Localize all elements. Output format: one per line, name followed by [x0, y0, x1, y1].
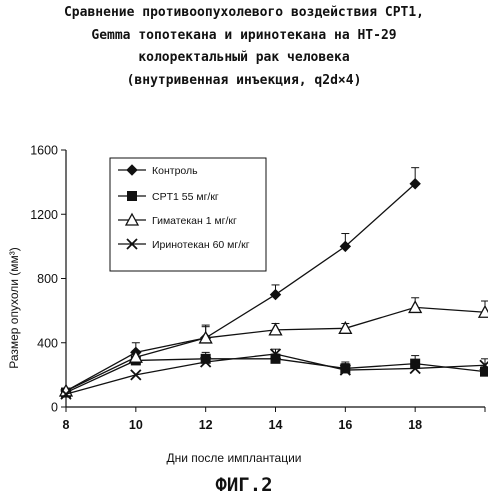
series-1	[60, 167, 421, 397]
y-axis-label: Размер опухоли (мм³)	[7, 247, 21, 369]
legend-item-1: Контроль	[118, 164, 198, 177]
chart-title: Сравнение противоопухолевого воздействия…	[0, 2, 488, 92]
data-point	[268, 322, 283, 336]
title-line-4: (внутривенная инъекция, q2d×4)	[126, 72, 362, 88]
x-tick-label: 16	[338, 418, 352, 432]
legend-marker	[124, 212, 140, 226]
legend-label: Гиматекан 1 мг/кг	[152, 215, 237, 227]
data-point	[200, 356, 212, 368]
legend-label: Контроль	[152, 165, 198, 177]
x-tick-label: 10	[129, 418, 143, 432]
y-tick-label: 400	[37, 336, 58, 350]
marker-stroke	[339, 364, 351, 376]
marker-stroke	[126, 238, 138, 250]
series-3	[58, 297, 488, 397]
y-tick-label: 1200	[30, 208, 58, 222]
data-point	[408, 300, 423, 314]
data-point	[269, 348, 282, 360]
line-chart: 0 400 800 1200 1600 8 10 12 14 16 18 Контроль CPT1 …	[7, 144, 488, 465]
data-point	[338, 320, 353, 334]
marker-stroke	[409, 362, 421, 375]
data-point	[409, 178, 421, 190]
series-4	[60, 348, 488, 400]
data-point	[479, 359, 488, 371]
legend-marker	[127, 191, 137, 201]
legend-label: Иринотекан 60 мг/кг	[152, 239, 250, 251]
legend-marker	[126, 238, 138, 250]
marker-stroke	[269, 348, 282, 360]
data-point	[339, 364, 351, 376]
series-2	[61, 351, 488, 398]
series-line	[65, 183, 416, 392]
marker-stroke	[130, 369, 142, 381]
axes: 0 400 800 1200 1600 8 10 12 14 16 18	[30, 144, 486, 432]
data-point	[270, 353, 281, 364]
x-tick-label: 14	[269, 418, 283, 432]
title-line-1: Сравнение противоопухолевого воздействия…	[63, 5, 425, 20]
data-point	[130, 369, 142, 381]
marker-stroke	[200, 356, 212, 368]
title-line-2: Gemma топотекана и иринотекана на HT-29	[91, 27, 397, 43]
x-axis-label: Дни после имплантации	[166, 451, 301, 465]
legend-label: CPT1 55 мг/кг	[152, 191, 219, 203]
data-point	[477, 304, 488, 318]
x-tick-label: 18	[408, 418, 422, 432]
y-tick-label: 800	[37, 272, 58, 286]
series-line	[65, 358, 486, 394]
marker-stroke	[60, 388, 72, 400]
data-point	[409, 362, 421, 375]
figure-label: ФИГ.2	[215, 474, 273, 496]
legend: Контроль CPT1 55 мг/кг Гиматекан 1 мг/кг Ир…	[109, 157, 267, 272]
data-point	[480, 366, 488, 377]
x-tick-label: 12	[199, 418, 213, 432]
marker-stroke	[479, 360, 488, 371]
legend-item-2: CPT1 55 мг/кг	[118, 191, 219, 203]
y-tick-label: 0	[51, 401, 58, 415]
data-point	[60, 388, 72, 400]
series-layer	[58, 167, 488, 400]
legend-marker	[126, 164, 138, 176]
data-point	[339, 240, 352, 253]
x-tick-label: 8	[63, 418, 70, 432]
data-point	[128, 349, 143, 363]
legend-item-3: Гиматекан 1 мг/кг	[118, 212, 237, 227]
data-point	[198, 330, 213, 344]
legend-box	[109, 157, 267, 272]
data-point	[269, 288, 282, 301]
y-tick-label: 1600	[30, 144, 58, 158]
title-line-3: колоректальный рак человека	[138, 50, 350, 65]
legend-item-4: Иринотекан 60 мг/кг	[118, 238, 250, 251]
